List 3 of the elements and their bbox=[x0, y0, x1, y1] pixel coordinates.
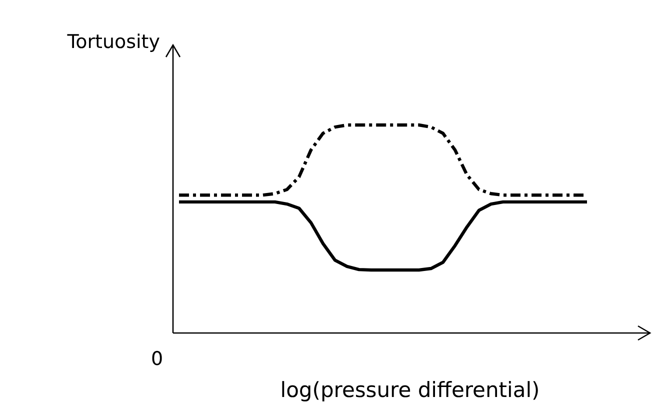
y-axis-title: Tortuosity bbox=[66, 31, 160, 53]
x-axis-title: log(pressure differential) bbox=[280, 378, 540, 402]
text: 0 bbox=[150, 348, 164, 370]
